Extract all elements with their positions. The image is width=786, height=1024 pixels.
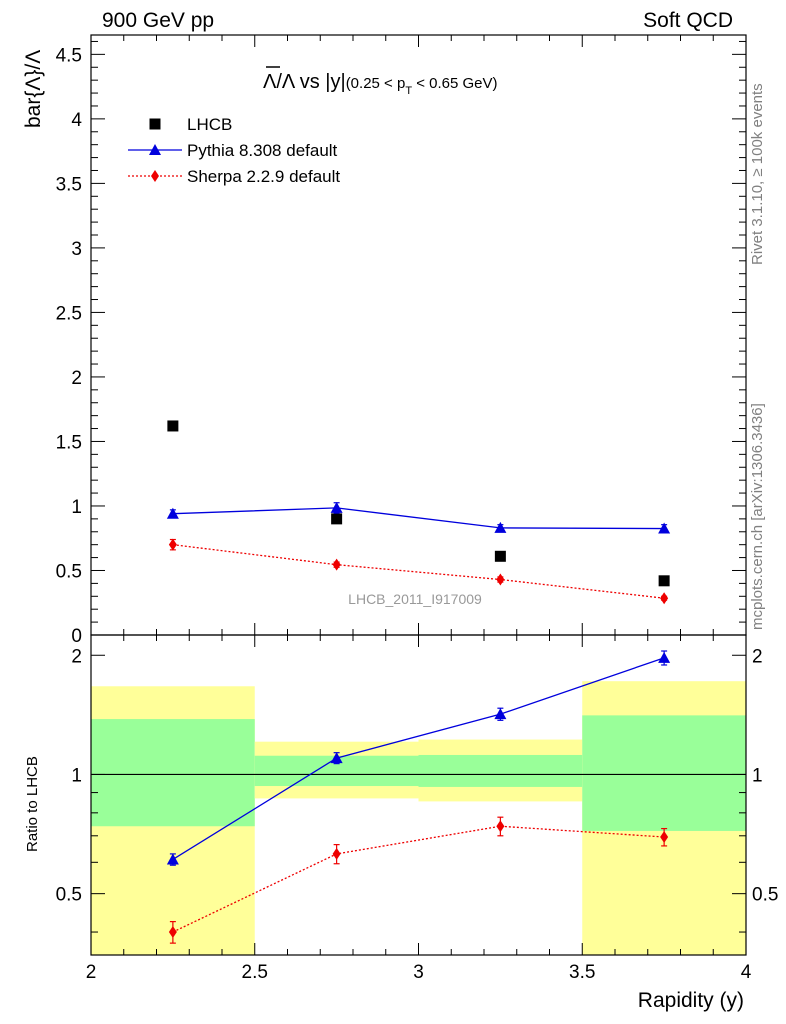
main-series-2-point-0 bbox=[168, 538, 177, 551]
ratio-series-1-line bbox=[172, 825, 665, 933]
ratio-series-0-line bbox=[172, 657, 665, 861]
main-y-tick-label-2: 2 bbox=[71, 368, 82, 389]
main-y-tick-label-4.5: 4.5 bbox=[56, 45, 82, 66]
legend-label-2: Sherpa 2.2.9 default bbox=[187, 167, 340, 186]
main-y-tick-label-0.5: 0.5 bbox=[56, 561, 82, 582]
main-ylabel: bar{Λ}/Λ bbox=[22, 50, 45, 128]
main-series-0-point-0 bbox=[167, 420, 179, 432]
header-left: 900 GeV pp bbox=[102, 9, 214, 32]
main-series-1-point-2 bbox=[494, 521, 507, 533]
ratio-y-tick-label-right-2: 2 bbox=[752, 646, 763, 667]
xlabel: Rapidity (y) bbox=[638, 989, 744, 1012]
main-plot-title: Λ/Λ vs |y|(0.25 < pT < 0.65 GeV) bbox=[263, 66, 498, 97]
x-tick-label-3.5: 3.5 bbox=[569, 962, 595, 983]
main-series-0-point-3 bbox=[658, 575, 670, 587]
main-series-0-point-2 bbox=[494, 550, 506, 562]
uncertainty-band-green-3 bbox=[582, 715, 746, 831]
main-y-tick-label-1.5: 1.5 bbox=[56, 432, 82, 453]
ratio-y-tick-label-left-2: 2 bbox=[71, 646, 82, 667]
main-y-tick-label-3.5: 3.5 bbox=[56, 174, 82, 195]
ratio-series-0-point-0 bbox=[166, 853, 179, 865]
main-y-tick-label-2.5: 2.5 bbox=[56, 303, 82, 324]
main-y-tick-label-4: 4 bbox=[71, 110, 82, 131]
main-series-1-point-3 bbox=[658, 522, 671, 534]
ratio-y-tick-label-right-1: 1 bbox=[752, 765, 763, 786]
rivet-label: Rivet 3.1.10, ≥ 100k events bbox=[749, 83, 766, 265]
x-tick-label-2: 2 bbox=[86, 962, 97, 983]
main-y-tick-label-1: 1 bbox=[71, 497, 82, 518]
ratio-series-1-point-1 bbox=[332, 847, 341, 860]
main-series-2-point-2 bbox=[496, 573, 505, 586]
ratio-ylabel: Ratio to LHCB bbox=[24, 756, 41, 852]
legend-marker-0 bbox=[149, 118, 161, 130]
main-series-2-point-1 bbox=[332, 558, 341, 571]
svg-text:Λ/Λ vs |y|(0.25 < pT < 0.65 Ge: Λ/Λ vs |y|(0.25 < pT < 0.65 GeV) bbox=[263, 71, 498, 97]
main-y-tick-label-3: 3 bbox=[71, 239, 82, 260]
x-tick-label-2.5: 2.5 bbox=[242, 962, 268, 983]
analysis-watermark: LHCB_2011_I917009 bbox=[348, 591, 482, 607]
uncertainty-band-green-2 bbox=[418, 754, 583, 787]
legend-label-1: Pythia 8.308 default bbox=[187, 141, 338, 160]
title-cut: (0.25 < p bbox=[346, 75, 406, 92]
legend-marker-2 bbox=[151, 170, 159, 182]
x-tick-label-4: 4 bbox=[741, 962, 752, 983]
title-main: Λ/Λ vs |y| bbox=[263, 71, 346, 93]
ratio-series-1-point-2 bbox=[496, 820, 505, 833]
main-series-1-point-1 bbox=[330, 501, 343, 513]
ratio-series-1-point-3 bbox=[660, 831, 669, 844]
ratio-series-0-point-3 bbox=[658, 651, 671, 663]
ratio-y-tick-label-left-0.5: 0.5 bbox=[56, 885, 82, 906]
title-sub: T bbox=[405, 85, 412, 97]
main-series-1-point-0 bbox=[166, 507, 179, 519]
uncertainty-band-green-0 bbox=[91, 719, 255, 827]
main-series-2-point-3 bbox=[660, 592, 669, 605]
legend-label-0: LHCB bbox=[187, 115, 232, 134]
legend: LHCB Pythia 8.308 default Sherpa 2.2.9 def… bbox=[128, 115, 340, 186]
main-series-1-line bbox=[172, 507, 665, 530]
ratio-y-tick-label-left-1: 1 bbox=[71, 765, 82, 786]
x-tick-label-3: 3 bbox=[413, 962, 424, 983]
ratio-series-0-point-2 bbox=[494, 708, 507, 720]
main-series-0-point-1 bbox=[331, 513, 343, 525]
ratio-series-0-point-1 bbox=[330, 752, 343, 764]
header-right: Soft QCD bbox=[643, 9, 733, 32]
title-cut-end: < 0.65 GeV) bbox=[412, 75, 497, 92]
legend-marker-1 bbox=[149, 144, 161, 155]
ratio-series-1-point-0 bbox=[168, 926, 177, 939]
ratio-y-tick-label-right-0.5: 0.5 bbox=[752, 885, 778, 906]
main-y-tick-label-0: 0 bbox=[71, 626, 82, 647]
mcplots-label: mcplots.cern.ch [arXiv:1306.3436] bbox=[749, 403, 766, 630]
